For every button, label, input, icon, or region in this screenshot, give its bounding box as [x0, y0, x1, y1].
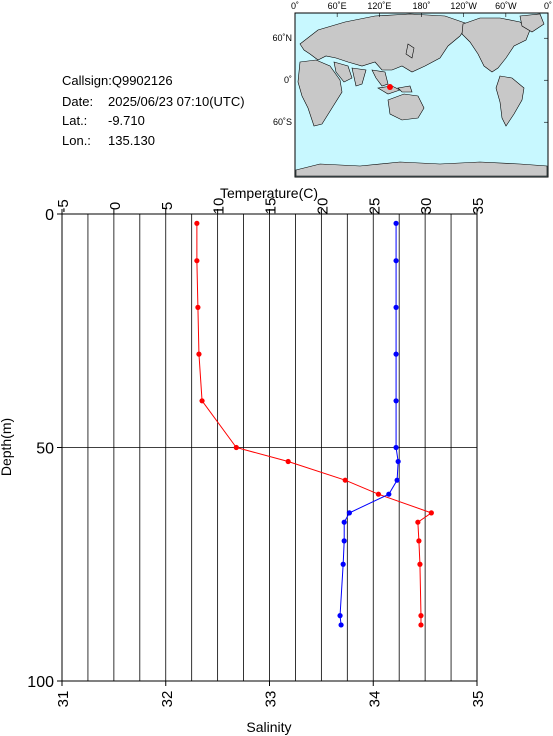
- lon-label: Lon.:: [62, 133, 91, 148]
- temperature-data-point: [194, 220, 200, 226]
- callsign-line: Callsign:Q9902126: [62, 73, 173, 88]
- station-marker-icon: [386, 84, 393, 91]
- map-lon-label: 0˚: [291, 1, 299, 11]
- depth-tick-label: 0: [45, 207, 54, 224]
- callsign-label: Callsign:: [62, 73, 112, 88]
- temperature-tick-label: 20: [314, 198, 331, 215]
- temperature-tick-label: 35: [470, 198, 487, 215]
- salinity-data-point: [337, 613, 343, 619]
- temperature-tick-label: 10: [211, 198, 228, 215]
- temperature-tick-label: 0: [107, 202, 124, 210]
- lon-value: 135.130: [108, 133, 155, 148]
- salinity-data-point: [386, 491, 392, 497]
- temperature-data-point: [428, 510, 434, 516]
- temperature-tick-label: -5: [55, 199, 72, 212]
- temperature-data-point: [417, 561, 423, 567]
- salinity-data-point: [393, 444, 399, 451]
- temperature-data-point: [416, 538, 422, 544]
- temperature-data-point: [196, 351, 202, 357]
- salinity-data-point: [341, 519, 347, 525]
- lat-value: -9.710: [108, 113, 145, 128]
- map-lat-label: 60˚N: [272, 33, 292, 43]
- temperature-data-point: [342, 477, 348, 483]
- date-value: 2025/06/23 07:10(UTC): [108, 94, 245, 109]
- map-land-arabia: [333, 61, 353, 83]
- temperature-tick-label: 15: [263, 198, 280, 215]
- temperature-tick-label: 30: [418, 198, 435, 215]
- map-axis-labels: 0˚ 60˚E 120˚E 180˚ 120˚W 60˚W 0˚ 60˚N 0˚ 60˚S: [272, 1, 552, 127]
- map-lon-label: 0˚: [544, 1, 552, 11]
- salinity-tick-label: 35: [470, 691, 487, 708]
- map-lon-label: 120˚E: [367, 1, 391, 11]
- map-land-eurasia: [299, 13, 469, 73]
- temperature-tick-label: 25: [366, 198, 383, 215]
- salinity-tick-label: 32: [159, 691, 176, 708]
- map-lon-label: 60˚W: [495, 1, 517, 11]
- temperature-axis-ticks: -5 0 5 10 15 20 25 30 35: [55, 198, 487, 215]
- salinity-data-point: [346, 510, 352, 516]
- location-map: 0˚ 60˚E 120˚E 180˚ 120˚W 60˚W 0˚ 60˚N 0˚ 60˚S: [272, 1, 552, 178]
- temperature-data-point: [375, 491, 382, 497]
- salinity-tick-label: 34: [366, 691, 383, 708]
- map-land-antarctica: [295, 161, 548, 177]
- salinity-data-point: [393, 398, 399, 404]
- map-land-japan: [405, 43, 415, 59]
- depth-tick-label: 50: [36, 441, 54, 458]
- map-lon-label: 60˚E: [328, 1, 347, 11]
- map-land-south-america: [495, 75, 525, 127]
- salinity-tick-label: 33: [263, 691, 280, 708]
- temperature-tick-label: 5: [159, 202, 176, 210]
- date-line: Date: 2025/06/23 07:10(UTC): [62, 94, 245, 109]
- salinity-data-point: [393, 220, 399, 226]
- map-lat-label: 60˚S: [273, 117, 292, 127]
- depth-axis-ticks: 0 50 100: [27, 207, 62, 691]
- lat-label: Lat.:: [62, 113, 88, 128]
- lat-line: Lat.: -9.710: [62, 113, 145, 128]
- temperature-data-point: [194, 258, 200, 264]
- depth-tick-label: 100: [27, 674, 54, 691]
- callsign-value: Q9902126: [111, 73, 173, 88]
- profile-series: [194, 220, 434, 628]
- map-land-australia: [387, 93, 425, 121]
- salinity-data-point: [341, 538, 347, 544]
- date-label: Date:: [62, 94, 94, 109]
- map-land: [295, 13, 548, 177]
- temperature-data-point: [233, 444, 239, 451]
- salinity-profile-line: [339, 223, 399, 626]
- map-land-india: [351, 67, 367, 87]
- temperature-data-point: [415, 519, 421, 525]
- map-land-greenland: [519, 13, 545, 33]
- salinity-data-point: [340, 561, 346, 567]
- depth-axis-label: Depth(m): [0, 418, 14, 476]
- chart-grid: [62, 214, 477, 681]
- map-lon-label: 120˚W: [450, 1, 477, 11]
- salinity-data-point: [393, 351, 399, 357]
- temperature-data-point: [195, 304, 201, 310]
- map-lon-label: 180˚: [412, 1, 430, 11]
- lon-line: Lon.: 135.130: [62, 133, 155, 148]
- map-land-africa: [297, 59, 343, 127]
- temperature-data-point: [418, 622, 424, 628]
- salinity-axis-label: Salinity: [246, 719, 291, 735]
- temperature-axis-label: Temperature(C): [220, 185, 318, 201]
- map-land-southeast-asia: [371, 69, 389, 87]
- salinity-tick-label: 31: [55, 691, 72, 708]
- salinity-data-point: [338, 622, 344, 628]
- salinity-data-point: [393, 258, 399, 264]
- temperature-data-point: [418, 613, 424, 619]
- temperature-data-point: [285, 458, 291, 465]
- map-lat-label: 0˚: [284, 75, 292, 85]
- salinity-data-point: [394, 477, 400, 483]
- map-land-north-america: [461, 17, 531, 73]
- salinity-axis-ticks: 31 32 33 34 35: [55, 681, 487, 707]
- temperature-data-point: [199, 398, 205, 404]
- salinity-data-point: [393, 304, 399, 310]
- salinity-data-point: [395, 458, 401, 465]
